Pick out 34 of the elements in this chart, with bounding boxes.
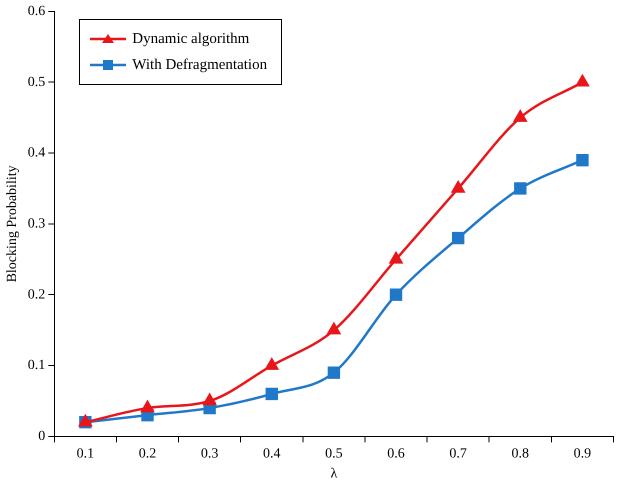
- x-tick-label: 0.1: [76, 446, 94, 462]
- x-tick-label: 0.2: [138, 446, 156, 462]
- y-tick-label: 0.6: [28, 4, 46, 20]
- point: [266, 388, 278, 400]
- point: [141, 400, 154, 412]
- x-tick-label: 0.7: [449, 446, 467, 462]
- y-tick-label: 0.2: [28, 287, 46, 302]
- point: [265, 358, 278, 370]
- point: [514, 182, 526, 195]
- y-tick-label: 0: [38, 429, 46, 444]
- y-tick-label: 0.1: [28, 358, 46, 374]
- point: [452, 232, 464, 244]
- point: [514, 110, 527, 122]
- y-tick-label: 0.3: [28, 216, 46, 232]
- point: [390, 252, 402, 264]
- x-tick-label: 0.9: [574, 446, 592, 462]
- legend-label: Dynamic algorithm: [132, 30, 250, 48]
- y-axis-title: Blocking Probability: [5, 165, 20, 282]
- x-tick-label: 0.5: [325, 446, 343, 462]
- y-tick-label: 0.5: [28, 74, 46, 90]
- point: [327, 322, 340, 334]
- point: [203, 394, 216, 406]
- x-tick-label: 0.3: [200, 446, 218, 462]
- point: [452, 181, 465, 193]
- x-tick-label: 0.8: [512, 446, 530, 462]
- legend-label: With Defragmentation: [132, 56, 268, 74]
- point: [576, 154, 589, 166]
- point: [390, 288, 402, 301]
- y-tick-label: 0.4: [28, 146, 46, 161]
- point: [328, 366, 340, 379]
- point: [576, 74, 589, 86]
- x-tick-label: 0.6: [387, 446, 405, 462]
- x-tick-label: 0.4: [263, 446, 281, 462]
- x-axis-title: λ: [330, 466, 338, 482]
